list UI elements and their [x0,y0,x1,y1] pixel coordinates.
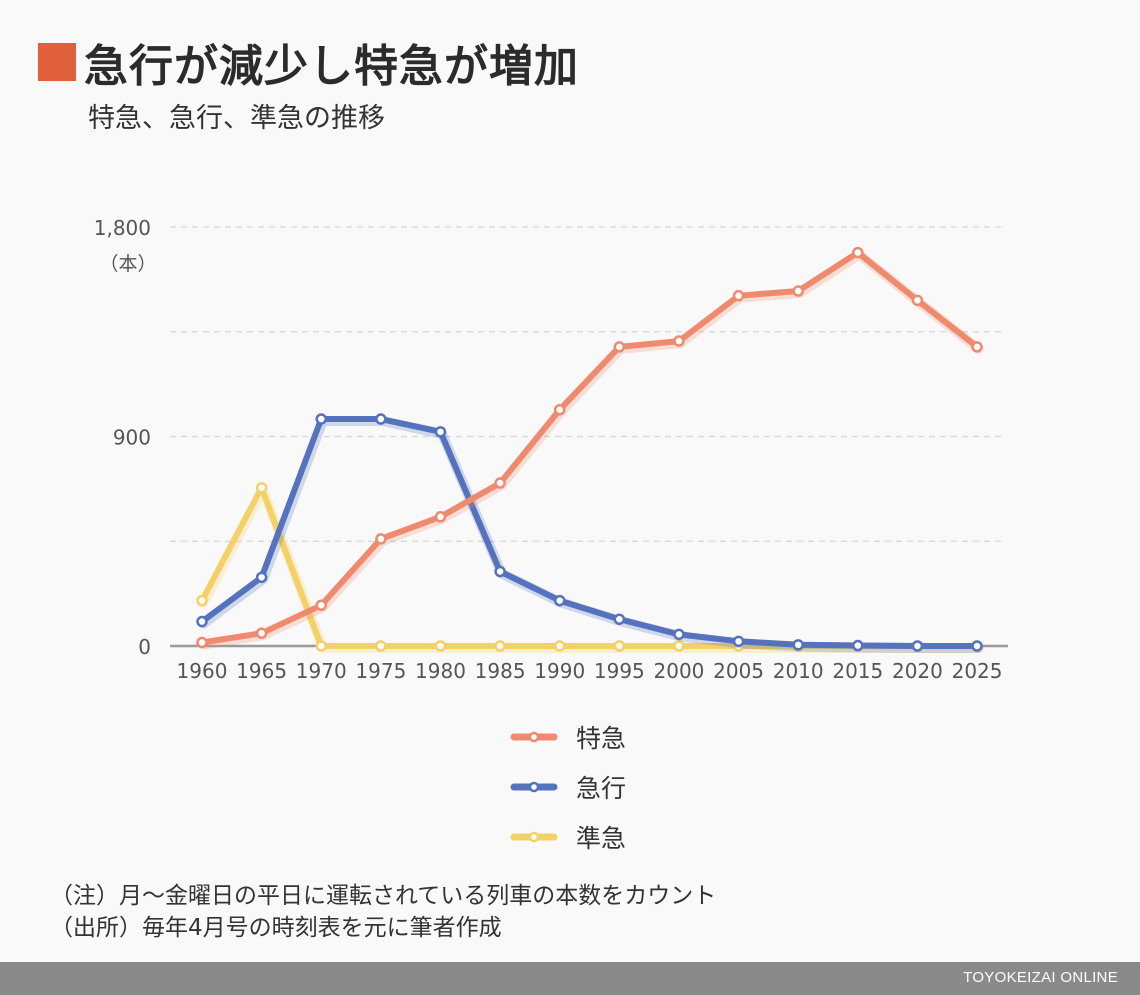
data-point [434,426,447,438]
data-point [732,635,745,648]
legend-label: 急行 [576,774,627,803]
data-point [673,335,685,347]
series-line-shadow [198,249,984,650]
legend-item: 特急 [510,712,626,762]
data-point [792,639,804,651]
legend-swatch [510,731,558,743]
data-point [613,640,626,652]
x-tick-label: 1965 [236,659,287,683]
chart-title: 急行が減少し特急が増加 [84,41,579,92]
line-chart: 0 900 1,800 （本） 1960 1965 1970 1975 1980 1985 1990… [94,216,1008,683]
data-point [315,599,327,612]
data-point [196,594,208,607]
data-point [911,640,924,652]
data-point [255,627,268,639]
data-point [553,594,566,607]
data-point [911,294,924,307]
data-point [971,341,983,353]
data-point [196,636,208,649]
footer-bar: TOYOKEIZAI ONLINE [0,962,1140,995]
data-point [255,571,268,584]
y-tick-label: 1,800 [94,216,151,240]
data-point [792,285,804,297]
data-point [375,640,387,652]
x-tick-label: 2010 [773,659,824,683]
data-point [315,413,327,425]
x-tick-label: 2020 [892,659,943,683]
data-point [732,289,745,302]
legend-item: 準急 [510,812,626,862]
x-tick-label: 1995 [594,659,645,683]
x-tick-label: 2000 [654,659,705,683]
y-tick-label: 0 [138,635,151,659]
title-square-icon [38,43,76,81]
data-point [375,413,387,425]
x-tick-label: 2015 [832,659,883,683]
data-point [971,640,983,652]
x-tick-label: 1980 [415,659,466,683]
data-point [434,511,447,523]
data-point [434,640,447,652]
series-line [199,249,981,646]
y-tick-label: 900 [113,426,151,450]
legend-label: 特急 [576,724,627,753]
data-point [673,640,685,652]
data-point [553,403,566,416]
data-point [613,613,626,625]
data-point [375,533,387,545]
note-line: （注）月～金曜日の平日に運転されている列車の本数をカウント [50,883,717,909]
x-tick-label: 1985 [475,659,526,683]
x-tick-label: 1970 [296,659,347,683]
series-line-shadow [198,484,984,653]
data-point [494,477,506,489]
x-tick-label: 1990 [534,659,585,683]
x-tick-label: 1960 [177,659,228,683]
y-unit-label: （本） [99,253,156,275]
data-point [494,565,506,578]
data-point [196,615,208,628]
series-line [199,416,981,649]
source-line: （出所）毎年4月号の時刻表を元に筆者作成 [50,915,502,941]
data-point [553,640,566,652]
x-tick-label: 2025 [952,659,1003,683]
data-point [852,639,864,652]
data-point [673,628,685,641]
notes: （注）月～金曜日の平日に運転されている列車の本数をカウント （出所）毎年4月号の… [50,880,716,944]
data-point [613,341,626,353]
data-point [852,246,864,259]
legend-label: 準急 [576,824,627,853]
legend-item: 急行 [510,762,626,812]
footer-brand: TOYOKEIZAI ONLINE [963,969,1118,986]
chart-subtitle: 特急、急行、準急の推移 [88,103,385,134]
legend: 特急 急行 準急 [510,712,626,862]
legend-swatch [510,831,558,843]
data-point [315,640,327,652]
title-block: 急行が減少し特急が増加 [38,30,579,94]
x-tick-label: 1975 [355,659,406,683]
legend-swatch [510,781,558,793]
data-point [494,640,506,652]
data-point [255,481,268,494]
x-tick-label: 2005 [713,659,764,683]
